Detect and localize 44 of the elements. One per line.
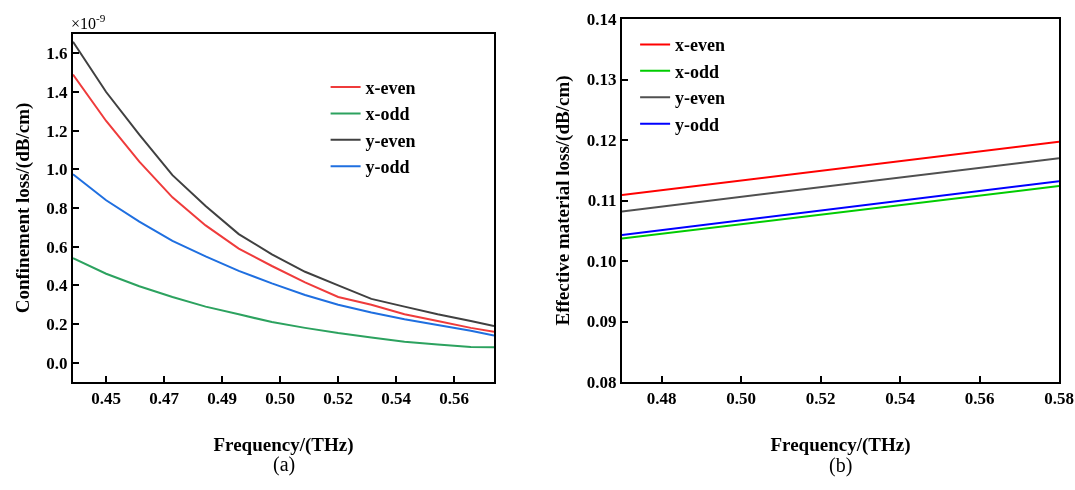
x-tick-label: 0.54	[381, 389, 412, 409]
y-tick-label: 0.13	[586, 70, 617, 90]
x-tick-label: 0.56	[439, 389, 470, 409]
text: (b)	[829, 454, 853, 477]
y-tick-label: 0.8	[46, 198, 68, 218]
x-tick-label: 0.52	[805, 389, 836, 409]
x-tick-label: 0.52	[323, 389, 354, 409]
legend-label: y-odd	[675, 114, 720, 135]
y-tick-label: 0.14	[586, 9, 618, 29]
y-axis-title: Effective material loss/(dB/cm)	[552, 75, 575, 326]
y-tick-label: 0.2	[46, 314, 68, 334]
x-tick-label: 0.47	[149, 389, 180, 409]
legend-label: x-even	[365, 78, 416, 99]
y-tick-label: 0.0	[46, 353, 68, 373]
y-tick-label: 0.08	[586, 372, 617, 392]
legend-label: x-odd	[675, 61, 720, 82]
legend-label: y-even	[675, 88, 726, 109]
y-tick-label: 0.11	[587, 191, 617, 211]
y-tick-label: 0.4	[46, 276, 69, 296]
x-axis-title: Frequency/(THz)	[770, 433, 911, 456]
y-axis-title: Confinement loss/(dB/cm)	[11, 102, 34, 314]
text: ×10$^{-9}$	[71, 12, 106, 32]
legend-label: y-odd	[365, 157, 410, 178]
legend-label: y-even	[365, 130, 416, 151]
x-tick-label: 0.50	[726, 389, 757, 409]
y-tick-label: 1.6	[46, 44, 68, 64]
x-tick-label: 0.50	[265, 389, 296, 409]
x-tick-label: 0.58	[1044, 389, 1074, 409]
legend-label: x-even	[675, 35, 726, 56]
x-tick-label: 0.54	[885, 389, 916, 409]
line-series	[73, 257, 494, 349]
y-tick-label: 0.6	[46, 237, 68, 257]
x-tick-label: 0.49	[207, 389, 238, 409]
y-tick-label: 1.0	[46, 160, 68, 180]
x-axis-title: Frequency/(THz)	[213, 433, 354, 456]
y-tick-label: 0.10	[586, 251, 617, 271]
y-tick-label: 1.2	[46, 121, 68, 141]
legend-label: x-odd	[365, 104, 410, 125]
x-tick-label: 0.48	[646, 389, 677, 409]
y-tick-label: 1.4	[46, 82, 69, 102]
y-tick-label: 0.12	[586, 130, 617, 150]
x-tick-label: 0.56	[964, 389, 995, 409]
x-tick-label: 0.45	[91, 389, 122, 409]
y-tick-label: 0.09	[586, 312, 617, 332]
